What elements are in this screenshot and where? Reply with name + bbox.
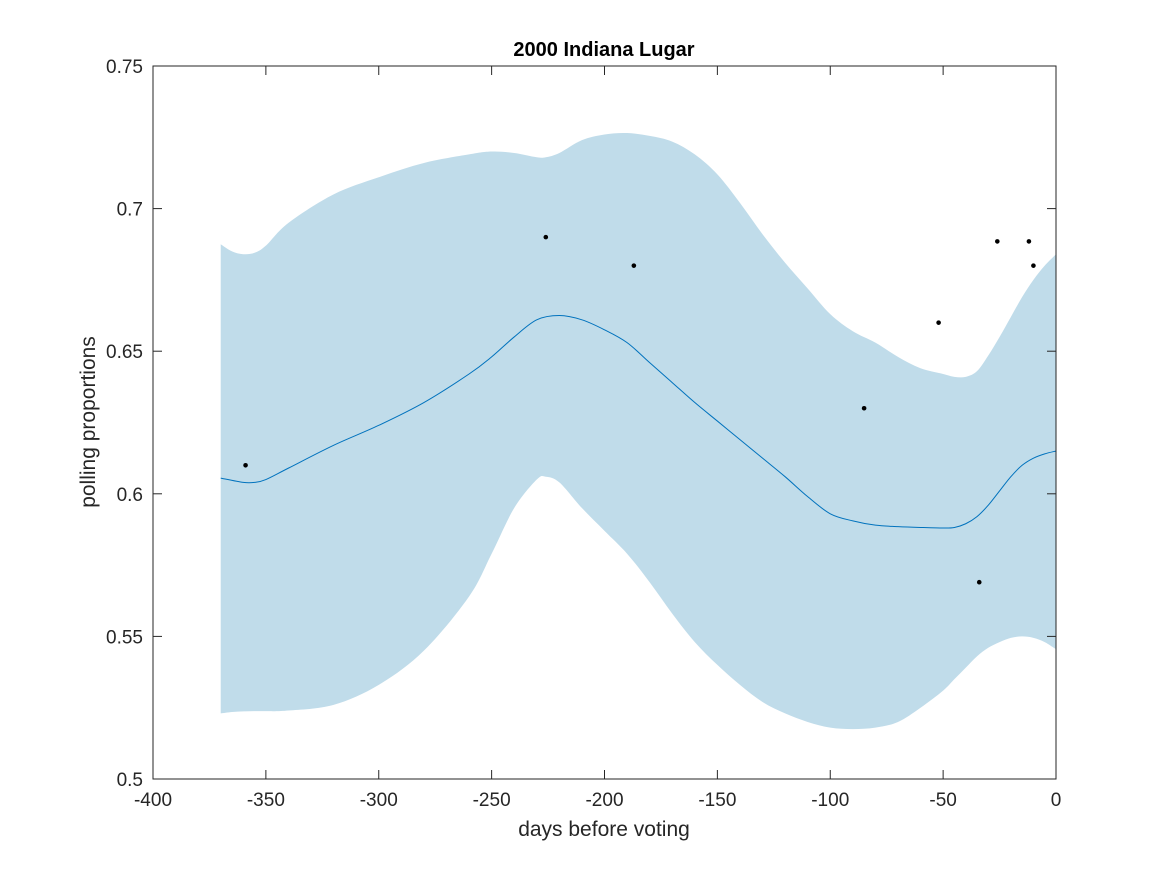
confidence-band: [220, 132, 1057, 730]
x-tick-label: -400: [134, 790, 172, 811]
x-tick-label: -100: [811, 790, 849, 811]
data-point: [631, 263, 637, 268]
y-tick-label: 0.6: [117, 485, 143, 506]
x-tick-label: -50: [929, 790, 956, 811]
data-point: [936, 320, 941, 325]
x-tick-label: -150: [698, 790, 736, 811]
plot-area: [220, 132, 1057, 730]
y-tick-label: 0.5: [117, 770, 143, 791]
y-tick-label: 0.55: [106, 627, 143, 648]
data-point: [1031, 263, 1036, 268]
data-point: [1026, 239, 1032, 244]
data-point: [995, 239, 1000, 244]
x-tick-label: -200: [585, 790, 623, 811]
data-point: [861, 405, 867, 411]
data-point: [976, 579, 982, 585]
y-tick-label: 0.75: [106, 57, 143, 78]
x-tick-label: 0: [1051, 790, 1062, 811]
data-point: [543, 234, 549, 240]
x-tick-label: -300: [360, 790, 398, 811]
y-axis-label: polling proportions: [77, 336, 100, 508]
y-tick-label: 0.65: [106, 342, 143, 363]
x-tick-label: -250: [473, 790, 511, 811]
chart-title: 2000 Indiana Lugar: [513, 39, 694, 61]
y-tick-label: 0.7: [117, 200, 143, 221]
data-point: [243, 462, 248, 468]
x-axis-label: days before voting: [518, 818, 690, 841]
x-tick-label: -350: [247, 790, 285, 811]
axes: -400 -350 -300 -250 -200 -150 -100 -50 0 0.5 0.55 0…: [106, 57, 1061, 811]
series-line-0: [220, 315, 1057, 529]
